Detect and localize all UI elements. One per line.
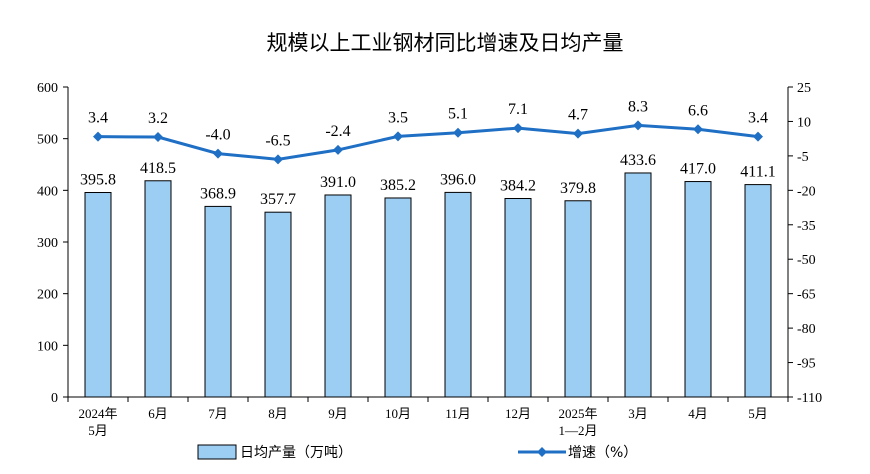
chart-title: 规模以上工业钢材同比增速及日均产量 bbox=[267, 31, 624, 55]
bar bbox=[84, 192, 112, 398]
x-tick-label: 9月 bbox=[328, 406, 348, 421]
legend-bar-swatch bbox=[197, 444, 237, 460]
line-point bbox=[153, 132, 163, 143]
line-point bbox=[213, 148, 223, 159]
line-point bbox=[273, 154, 283, 165]
y-left-tick-label: 600 bbox=[37, 81, 58, 96]
bar bbox=[684, 181, 712, 398]
y-right-tick-label: -50 bbox=[797, 253, 816, 268]
line-data-label: 4.7 bbox=[568, 107, 588, 124]
legend-line-marker bbox=[537, 447, 547, 457]
line-point bbox=[453, 127, 463, 138]
x-tick-labels: 2024年 5月 6月 7月 8月 9月 10月 11月 12月 2025年 1—2月 3月 4月 5月 bbox=[78, 406, 767, 438]
bar-data-label: 395.8 bbox=[80, 172, 116, 189]
x-tick-label: 2024年 bbox=[78, 406, 117, 421]
bar bbox=[384, 197, 412, 398]
line-point bbox=[693, 124, 703, 135]
line-data-label: 3.5 bbox=[388, 109, 408, 126]
legend: 日均产量（万吨） 增速（%） bbox=[197, 444, 637, 461]
line-data-label: 8.3 bbox=[628, 98, 648, 115]
bar bbox=[624, 172, 652, 398]
x-tick-label: 11月 bbox=[445, 406, 471, 421]
x-tick-label: 3月 bbox=[628, 406, 648, 421]
bar-data-label: 417.0 bbox=[680, 161, 716, 178]
y-right-tick-label: -5 bbox=[797, 150, 809, 165]
bar bbox=[744, 184, 772, 398]
bar-data-label: 384.2 bbox=[500, 177, 536, 194]
x-tick-label: 12月 bbox=[505, 406, 531, 421]
bar-data-label: 385.2 bbox=[380, 177, 416, 194]
bar bbox=[264, 211, 292, 398]
bar-data-label: 357.7 bbox=[260, 191, 296, 208]
bar bbox=[444, 191, 472, 398]
legend-line-label: 增速（%） bbox=[568, 445, 637, 461]
bar bbox=[564, 200, 592, 398]
x-tick-label: 5月 bbox=[88, 423, 108, 438]
y-right-tick-label: -95 bbox=[797, 357, 816, 372]
axes-group: 0 100 200 300 400 500 600 -110 -95 -80 -65 -50 -35 -2… bbox=[37, 81, 822, 406]
x-tick-label: 1—2月 bbox=[558, 423, 597, 438]
bar-data-label: 379.8 bbox=[560, 180, 596, 197]
line-data-label: 5.1 bbox=[448, 106, 468, 123]
x-tick-label: 2025年 bbox=[558, 406, 597, 421]
bar-series: 395.8 418.5 368.9 357.7 391.0 385.2 396.0 384.2… bbox=[80, 152, 776, 398]
line-data-label: 7.1 bbox=[508, 101, 528, 118]
y-right-tick-label: 10 bbox=[797, 115, 811, 130]
bar-data-label: 411.1 bbox=[740, 164, 775, 181]
y-right-tick-label: -35 bbox=[797, 219, 816, 234]
y-left-tick-label: 300 bbox=[37, 236, 58, 251]
y-right-tick-label: -20 bbox=[797, 184, 816, 199]
y-right-tick-label: -80 bbox=[797, 322, 816, 337]
line-point bbox=[633, 120, 643, 131]
bar bbox=[144, 180, 172, 398]
line-data-label: 3.4 bbox=[88, 110, 108, 127]
legend-bar-label: 日均产量（万吨） bbox=[240, 445, 352, 461]
bar-data-label: 368.9 bbox=[200, 185, 236, 202]
y-right-tick-label: -110 bbox=[797, 391, 822, 406]
y-left-tick-label: 100 bbox=[37, 339, 58, 354]
line-data-label: 3.2 bbox=[148, 110, 168, 127]
x-tick-label: 5月 bbox=[748, 406, 768, 421]
line-point bbox=[93, 131, 103, 142]
line-point bbox=[513, 123, 523, 134]
line-series: 3.4 3.2 -4.0 -6.5 -2.4 3.5 5.1 7.1 4.7 8.3 6.6 3.4 bbox=[88, 98, 768, 165]
bar-data-label: 396.0 bbox=[440, 171, 476, 188]
y-left-tick-label: 500 bbox=[37, 133, 58, 148]
line-data-label: 3.4 bbox=[748, 110, 768, 127]
line-point bbox=[573, 128, 583, 139]
x-tick-label: 7月 bbox=[208, 406, 228, 421]
x-tick-label: 6月 bbox=[148, 406, 168, 421]
bar bbox=[504, 197, 532, 398]
y-left-tick-label: 200 bbox=[37, 288, 58, 303]
line-data-label: -2.4 bbox=[325, 123, 350, 140]
y-right-tick-label: 25 bbox=[797, 81, 811, 96]
x-tick-label: 10月 bbox=[385, 406, 411, 421]
bar-data-label: 433.6 bbox=[620, 152, 656, 169]
bar-data-label: 391.0 bbox=[320, 174, 356, 191]
line-data-label: -4.0 bbox=[205, 127, 230, 144]
line-point bbox=[753, 131, 763, 142]
bar bbox=[324, 194, 352, 398]
y-right-tick-label: -65 bbox=[797, 288, 816, 303]
y-left-tick-label: 0 bbox=[51, 391, 58, 406]
line-point bbox=[333, 144, 343, 155]
line-data-label: -6.5 bbox=[265, 132, 290, 149]
bar-data-label: 418.5 bbox=[140, 160, 176, 177]
x-tick-label: 4月 bbox=[688, 406, 708, 421]
x-tick-label: 8月 bbox=[268, 406, 288, 421]
line-path bbox=[97, 123, 759, 161]
line-data-label: 6.6 bbox=[688, 102, 708, 119]
line-point bbox=[393, 131, 403, 142]
y-left-tick-label: 400 bbox=[37, 184, 58, 199]
bar bbox=[204, 205, 232, 398]
